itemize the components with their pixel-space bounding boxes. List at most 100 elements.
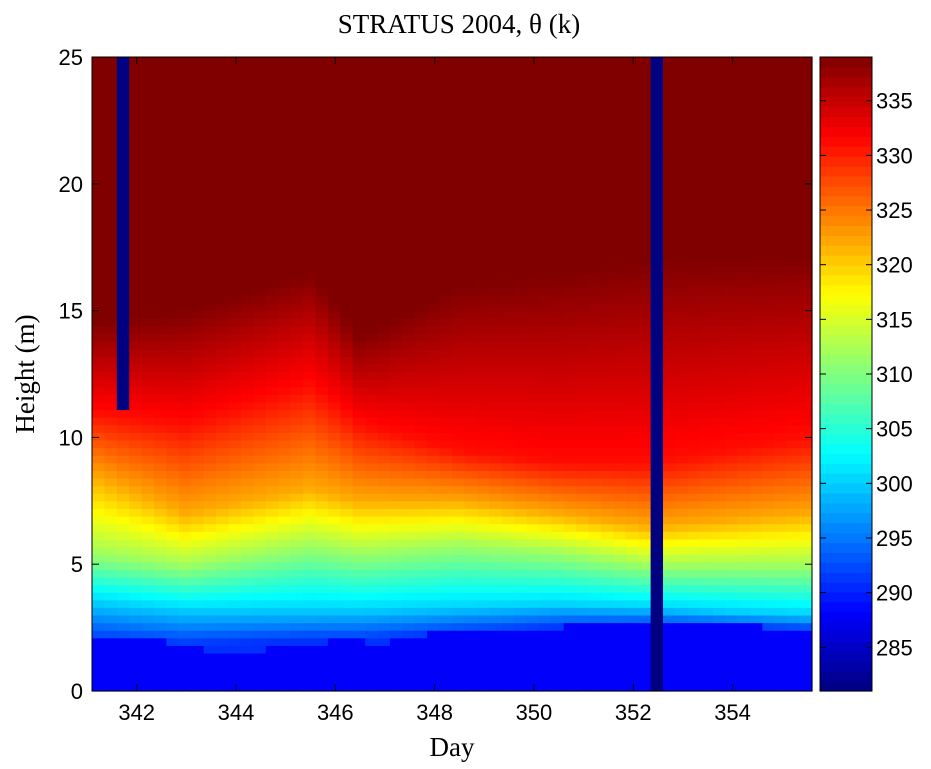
heatmap-cell [290,546,304,555]
heatmap-cell [340,82,354,91]
heatmap-cell [625,546,639,555]
heatmap-cell [588,226,602,236]
heatmap-cell [787,516,801,525]
heatmap-cell [166,302,180,312]
heatmap-cell [526,318,540,327]
heatmap-cell [551,272,565,281]
heatmap-cell [315,188,329,198]
heatmap-cell [228,348,242,357]
heatmap-cell [613,249,627,258]
heatmap-cell [154,493,168,502]
heatmap-cell [315,257,329,266]
heatmap-cell [650,181,664,190]
heatmap-cell [576,59,590,68]
heatmap-cell [514,523,528,532]
heatmap-cell [625,508,639,517]
heatmap-cell [563,394,577,403]
heatmap-cell [191,325,205,335]
colorbar-swatch [820,413,872,425]
heatmap-cell [191,333,205,342]
heatmap-cell [191,424,205,433]
heatmap-cell [799,272,813,281]
heatmap-cell [588,508,602,517]
heatmap-cell [365,554,379,563]
heatmap-cell [402,257,416,266]
heatmap-cell [216,386,230,395]
heatmap-cell [675,531,689,540]
heatmap-cell [303,660,317,669]
heatmap-cell [712,561,726,570]
heatmap-cell [737,645,751,654]
heatmap-cell [501,226,515,236]
heatmap-cell [129,401,143,411]
heatmap-cell [613,409,627,418]
heatmap-cell [452,500,466,510]
heatmap-cell [650,318,664,327]
heatmap-cell [712,333,726,342]
heatmap-cell [315,356,329,365]
heatmap-cell [687,363,701,373]
heatmap-cell [228,173,242,182]
heatmap-cell [178,166,192,175]
heatmap-cell [501,637,515,646]
heatmap-cell [551,485,565,494]
heatmap-cell [489,341,503,350]
heatmap-cell [675,150,689,160]
heatmap-cell [104,668,118,677]
heatmap-cell [663,242,677,251]
heatmap-cell [365,341,379,350]
heatmap-cell [501,508,515,517]
heatmap-cell [464,295,478,304]
heatmap-cell [278,538,292,548]
heatmap-cell [563,576,577,586]
heatmap-cell [551,455,565,464]
heatmap-cell [687,57,701,61]
heatmap-cell [228,257,242,266]
heatmap-cell [104,660,118,669]
colorbar-swatch [820,354,872,365]
heatmap-cell [315,470,329,479]
heatmap-cell [377,242,391,251]
heatmap-cell [613,135,627,144]
heatmap-cell [700,74,714,83]
heatmap-cell [191,348,205,357]
heatmap-cell [464,120,478,129]
heatmap-cell [104,401,118,411]
heatmap-cell [141,637,155,646]
heatmap-cell [278,401,292,411]
heatmap-cell [774,371,788,380]
heatmap-cell [439,188,453,198]
heatmap-cell [737,576,751,586]
heatmap-cell [774,166,788,175]
heatmap-cell [774,188,788,198]
heatmap-cell [240,394,254,403]
heatmap-cell [92,439,106,449]
heatmap-cell [650,622,664,631]
heatmap-cell [464,302,478,312]
heatmap-cell [762,500,776,510]
heatmap-cell [377,82,391,91]
heatmap-cell [377,287,391,296]
colorbar-swatch [820,403,872,415]
heatmap-cell [538,356,552,365]
heatmap-cell [799,219,813,228]
heatmap-cell [216,432,230,441]
heatmap-cell [452,158,466,167]
heatmap-cell [141,310,155,319]
heatmap-cell [588,57,602,61]
heatmap-cell [464,470,478,479]
heatmap-cell [650,417,664,426]
heatmap-cell [365,516,379,525]
heatmap-cell [228,379,242,388]
heatmap-cell [563,272,577,281]
heatmap-cell [712,318,726,327]
heatmap-cell [675,89,689,99]
heatmap-cell [600,508,614,517]
heatmap-cell [389,59,403,68]
heatmap-cell [787,59,801,68]
heatmap-cell [116,554,130,563]
heatmap-cell [439,614,453,624]
heatmap-cell [625,59,639,68]
heatmap-cell [327,249,341,258]
colorbar-swatch [820,265,872,276]
